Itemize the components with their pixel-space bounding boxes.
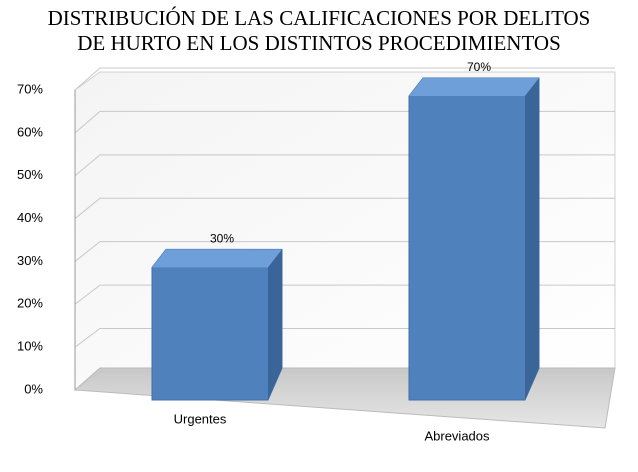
y-tick-label: 30% xyxy=(17,253,43,268)
data-label: 70% xyxy=(467,60,491,74)
y-tick-label: 20% xyxy=(17,296,43,311)
bar-side xyxy=(268,249,282,400)
y-tick-label: 70% xyxy=(17,81,43,96)
bar xyxy=(151,248,283,401)
chart-title: DE HURTO EN LOS DISTINTOS PROCEDIMIENTOS xyxy=(77,31,561,55)
y-tick-label: 0% xyxy=(24,381,43,396)
y-tick-label: 50% xyxy=(17,167,43,182)
data-label: 30% xyxy=(210,232,234,246)
y-tick-label: 40% xyxy=(17,210,43,225)
y-tick-label: 10% xyxy=(17,339,43,354)
grid-line xyxy=(74,67,615,91)
bar-top xyxy=(152,249,282,268)
y-tick-label: 60% xyxy=(17,124,43,139)
bar xyxy=(408,77,540,401)
x-tick-label: Urgentes xyxy=(174,411,227,426)
bar-top xyxy=(409,78,539,96)
x-tick-label: Abreviados xyxy=(424,428,490,443)
bar-side xyxy=(525,78,539,400)
chart-title: DISTRIBUCIÓN DE LAS CALIFICACIONES POR D… xyxy=(48,6,591,30)
